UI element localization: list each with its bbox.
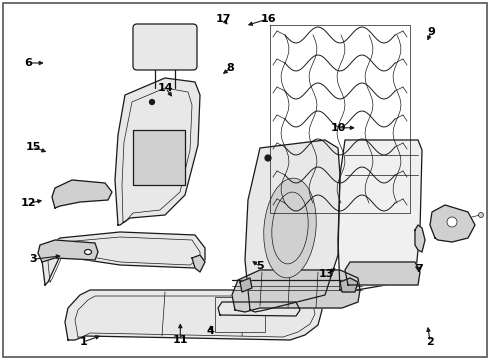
Polygon shape [415,225,425,252]
Text: 3: 3 [29,254,37,264]
Text: 9: 9 [427,27,435,37]
Text: 14: 14 [158,83,173,93]
Text: 7: 7 [416,264,423,274]
Polygon shape [42,232,205,285]
Polygon shape [245,140,340,312]
Ellipse shape [84,249,92,255]
Text: 10: 10 [330,123,346,133]
FancyBboxPatch shape [133,24,197,70]
Polygon shape [218,302,300,316]
Polygon shape [65,290,322,340]
Ellipse shape [447,217,457,227]
Text: 15: 15 [25,142,41,152]
Ellipse shape [479,212,484,217]
Text: 6: 6 [24,58,32,68]
Ellipse shape [265,155,271,161]
Polygon shape [430,205,475,242]
Text: 5: 5 [256,261,264,271]
Text: 4: 4 [207,326,215,336]
Ellipse shape [149,99,154,104]
Polygon shape [345,262,420,285]
Polygon shape [52,180,112,208]
Bar [133,130,185,185]
Bar [215,297,265,332]
Text: 17: 17 [215,14,231,24]
Polygon shape [38,240,98,262]
Text: 2: 2 [426,337,434,347]
Text: 1: 1 [79,337,87,347]
Text: 12: 12 [21,198,36,208]
Ellipse shape [264,178,316,278]
Polygon shape [115,78,200,225]
Text: 8: 8 [226,63,234,73]
Polygon shape [192,255,205,272]
Text: 11: 11 [172,335,188,345]
Polygon shape [240,278,252,292]
Polygon shape [338,140,422,292]
Polygon shape [232,270,360,312]
Text: 13: 13 [319,269,335,279]
Text: 16: 16 [261,14,276,24]
Polygon shape [340,278,358,292]
